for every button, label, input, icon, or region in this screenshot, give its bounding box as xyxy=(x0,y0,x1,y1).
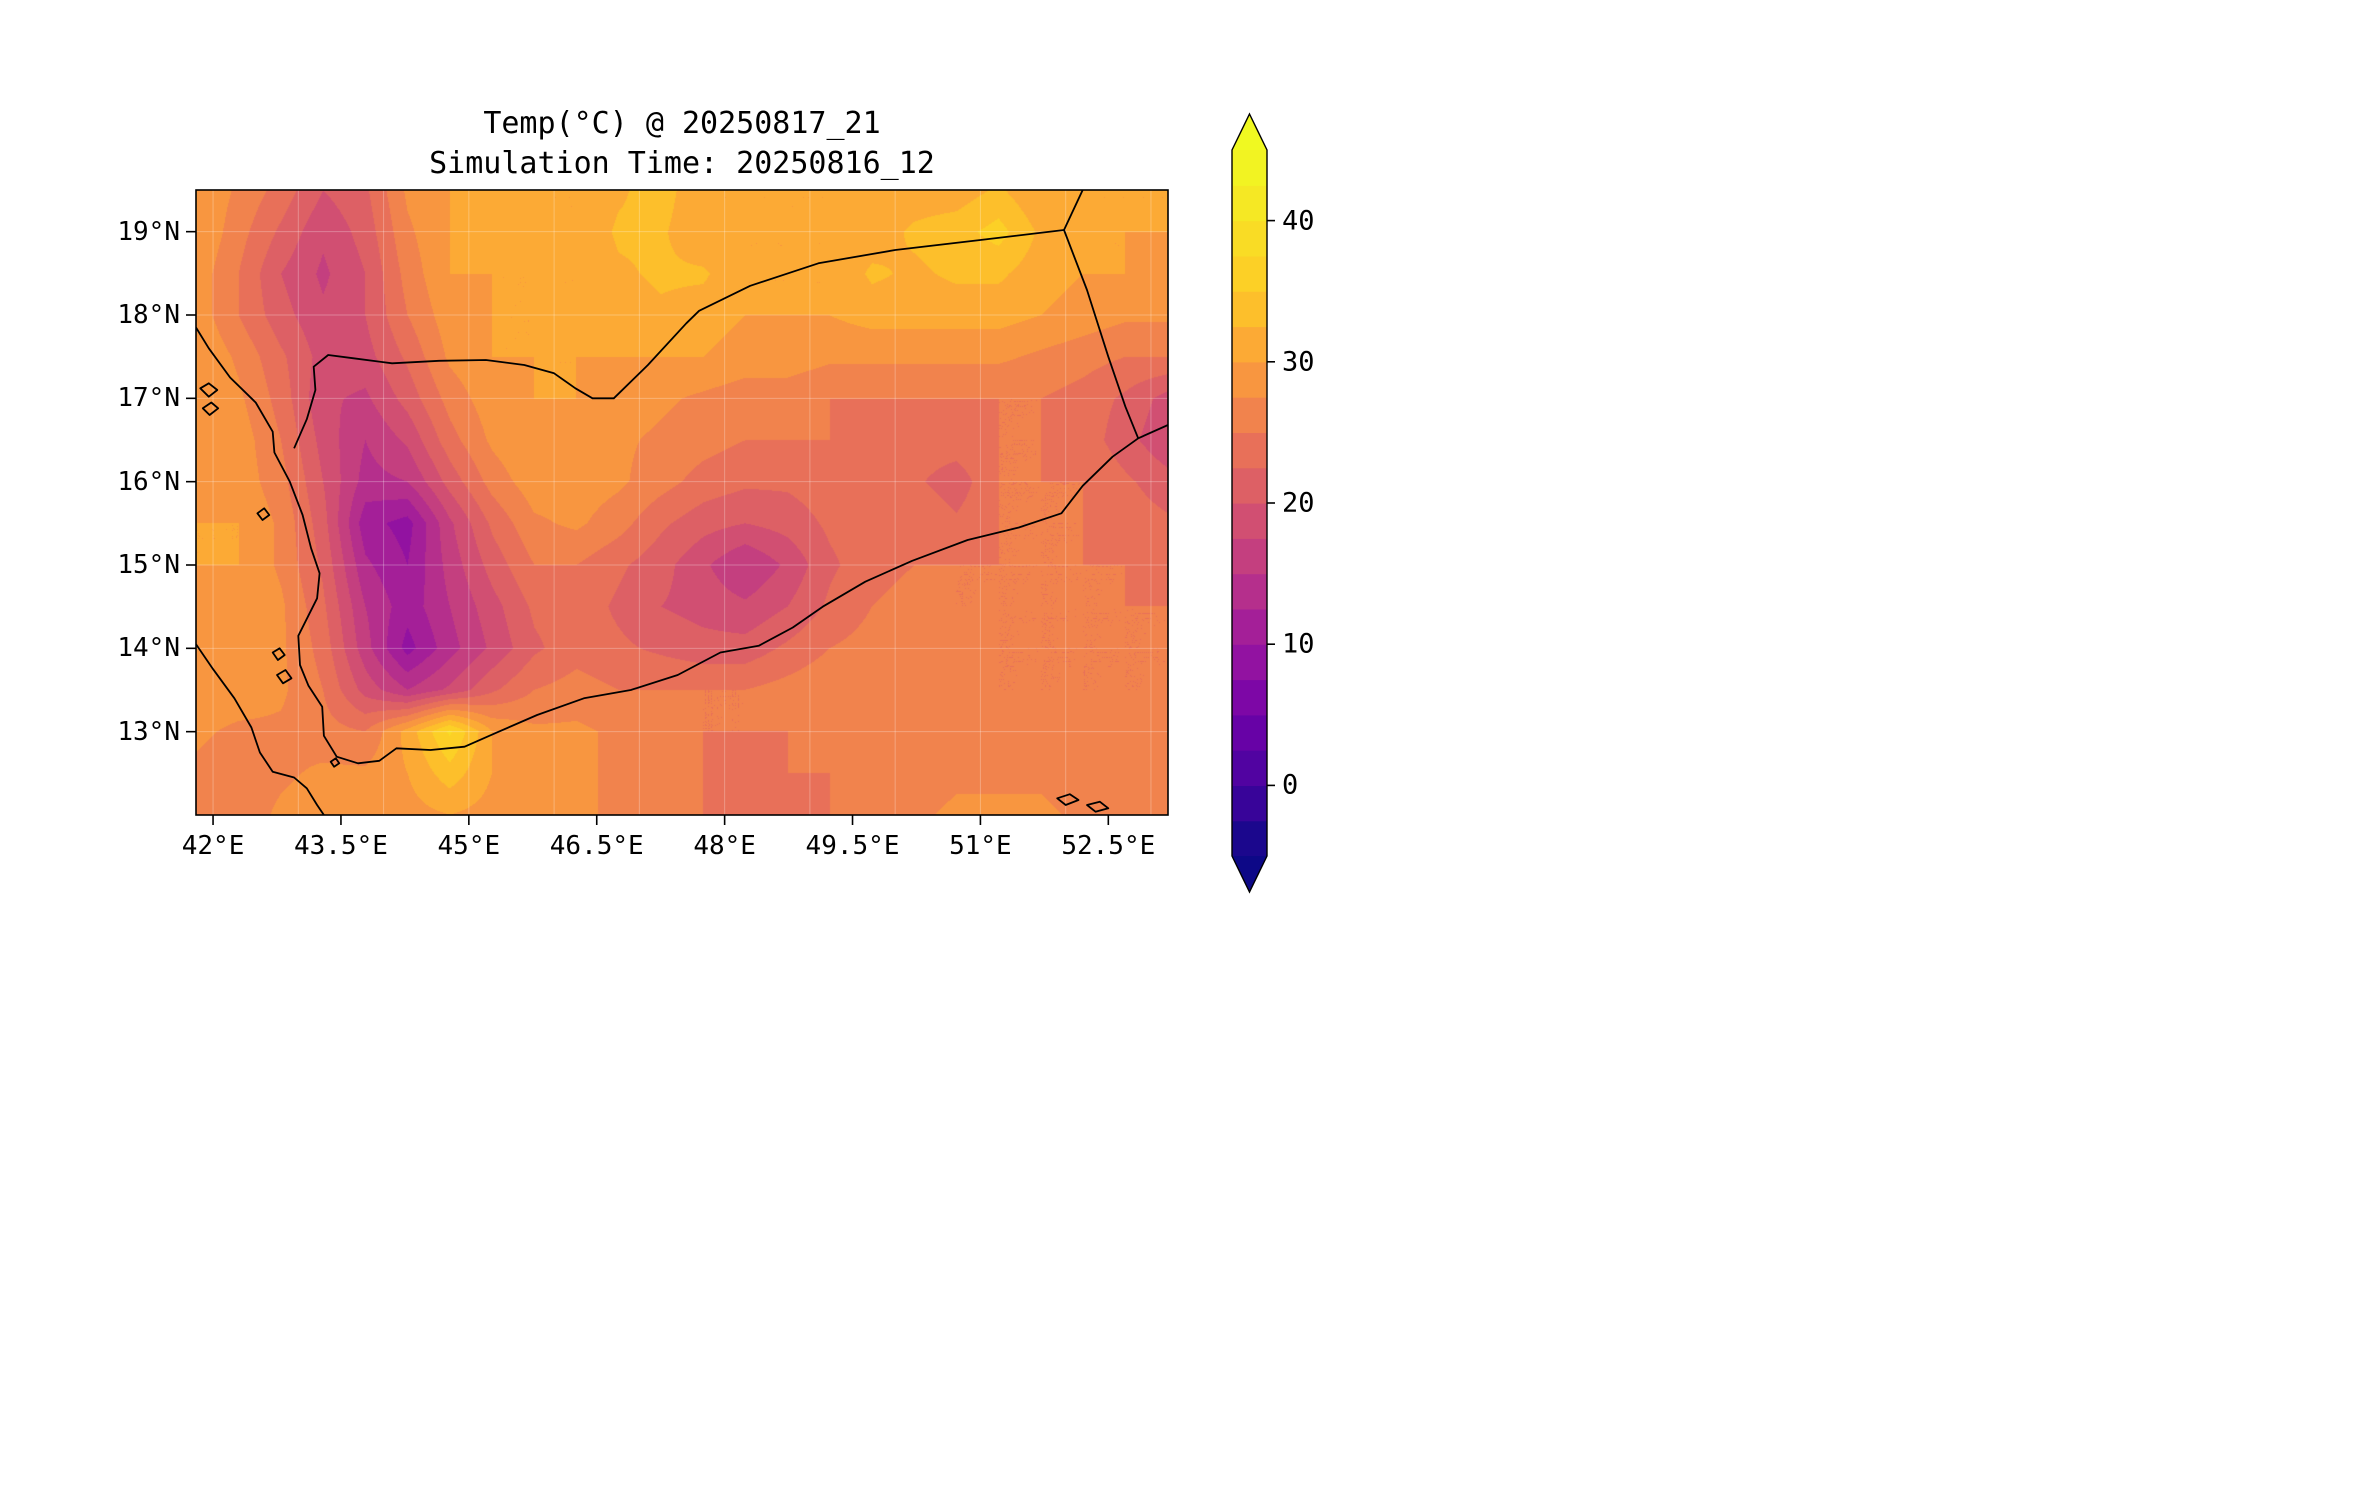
y-tick-label: 16°N xyxy=(117,466,180,497)
x-tick-label: 42°E xyxy=(181,831,245,861)
y-tick-label: 17°N xyxy=(117,383,180,414)
colorbar xyxy=(1231,112,1275,894)
x-tick-label: 43.5°E xyxy=(293,831,388,861)
plot-subtitle: Simulation Time: 20250816_12 xyxy=(429,146,935,181)
y-tick-label: 15°N xyxy=(117,550,180,580)
y-tick-label: 19°N xyxy=(117,216,180,247)
x-tick-label: 48°E xyxy=(693,831,756,861)
y-tick-label: 18°N xyxy=(117,300,180,330)
colorbar-tick-label: 0 xyxy=(1282,769,1299,801)
colorbar-outline xyxy=(1231,112,1268,894)
y-tick-label: 13°N xyxy=(117,716,180,747)
colorbar-tick-label: 40 xyxy=(1282,205,1315,237)
x-tick-label: 46.5°E xyxy=(549,831,644,861)
colorbar-tick-label: 30 xyxy=(1282,346,1315,378)
colorbar-tick-label: 10 xyxy=(1282,628,1315,660)
colorbar-tick-label: 20 xyxy=(1282,487,1315,519)
x-tick-label: 51°E xyxy=(949,831,1012,861)
colorbar-extend-max xyxy=(1232,114,1267,150)
y-tick-label: 14°N xyxy=(117,633,180,664)
temperature-field-canvas xyxy=(196,190,1168,815)
colorbar-extend-min xyxy=(1232,856,1267,892)
x-tick-label: 45°E xyxy=(437,831,501,861)
x-tick-label: 52.5°E xyxy=(1061,831,1156,861)
plot-title: Temp(°C) @ 20250817_21 xyxy=(483,106,881,141)
x-tick-label: 49.5°E xyxy=(805,831,900,861)
